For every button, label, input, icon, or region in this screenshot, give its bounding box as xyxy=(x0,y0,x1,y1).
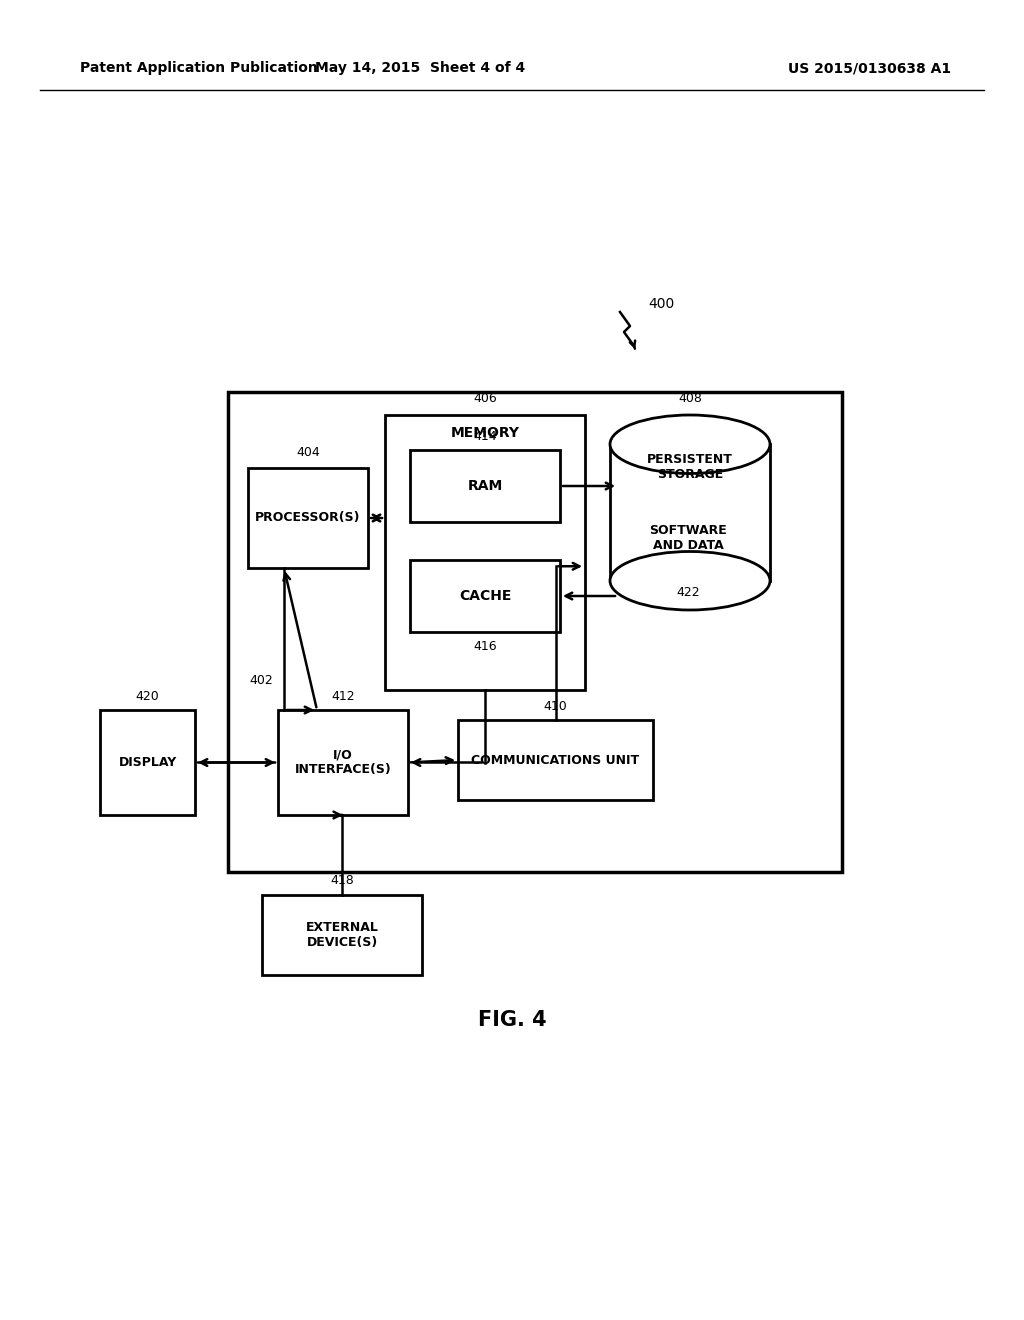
Text: 416: 416 xyxy=(473,639,497,652)
Text: DISPLAY: DISPLAY xyxy=(119,756,176,770)
Text: MEMORY: MEMORY xyxy=(451,426,519,440)
Text: US 2015/0130638 A1: US 2015/0130638 A1 xyxy=(788,61,951,75)
Bar xyxy=(610,445,770,581)
Text: 410: 410 xyxy=(544,700,567,713)
Text: 418: 418 xyxy=(330,874,354,887)
Text: 412: 412 xyxy=(331,689,354,702)
Text: 422: 422 xyxy=(676,586,699,598)
Text: PROCESSOR(S): PROCESSOR(S) xyxy=(255,511,360,524)
Bar xyxy=(410,560,560,632)
Bar xyxy=(385,414,585,690)
Text: 408: 408 xyxy=(678,392,701,405)
Bar xyxy=(618,498,758,578)
Ellipse shape xyxy=(610,414,770,474)
Bar xyxy=(262,895,422,975)
Text: PERSISTENT
STORAGE: PERSISTENT STORAGE xyxy=(647,453,733,480)
Text: EXTERNAL
DEVICE(S): EXTERNAL DEVICE(S) xyxy=(305,921,379,949)
Text: 420: 420 xyxy=(135,689,160,702)
Bar xyxy=(228,392,842,873)
Bar xyxy=(248,469,368,568)
Ellipse shape xyxy=(610,552,770,610)
Bar xyxy=(458,719,653,800)
Text: 414: 414 xyxy=(473,429,497,442)
Bar xyxy=(410,450,560,521)
Text: 402: 402 xyxy=(249,673,273,686)
Text: CACHE: CACHE xyxy=(459,589,511,603)
Bar xyxy=(278,710,408,814)
Text: COMMUNICATIONS UNIT: COMMUNICATIONS UNIT xyxy=(471,754,640,767)
Text: May 14, 2015  Sheet 4 of 4: May 14, 2015 Sheet 4 of 4 xyxy=(314,61,525,75)
Text: SOFTWARE
AND DATA: SOFTWARE AND DATA xyxy=(649,524,727,552)
Text: RAM: RAM xyxy=(467,479,503,492)
Text: 406: 406 xyxy=(473,392,497,405)
Text: I/O
INTERFACE(S): I/O INTERFACE(S) xyxy=(295,748,391,776)
Bar xyxy=(100,710,195,814)
Text: 404: 404 xyxy=(296,446,319,458)
Text: FIG. 4: FIG. 4 xyxy=(477,1010,547,1030)
Text: Patent Application Publication: Patent Application Publication xyxy=(80,61,317,75)
Text: 400: 400 xyxy=(648,297,674,312)
